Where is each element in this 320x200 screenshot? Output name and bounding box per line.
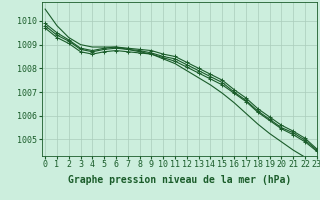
X-axis label: Graphe pression niveau de la mer (hPa): Graphe pression niveau de la mer (hPa) xyxy=(68,175,291,185)
